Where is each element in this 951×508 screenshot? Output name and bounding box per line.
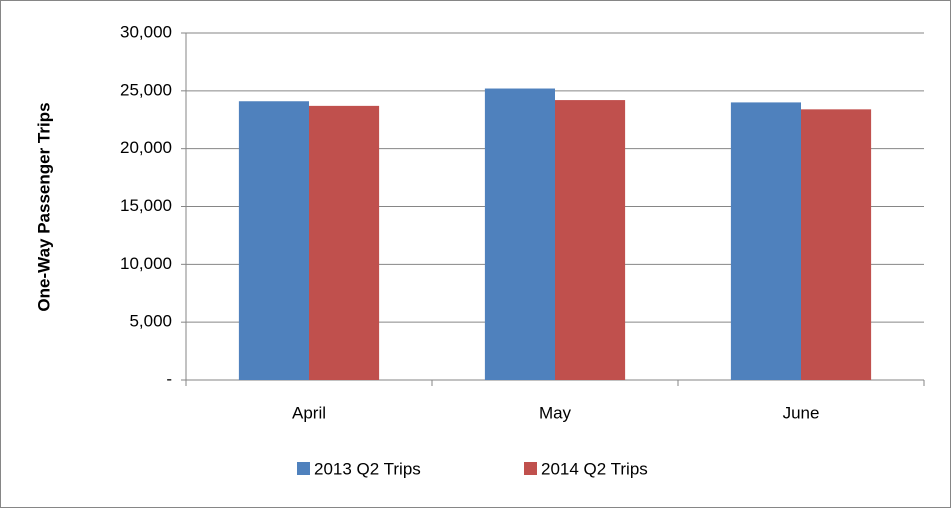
x-tick-label: June [783, 403, 820, 422]
bar [730, 102, 801, 381]
bar [801, 109, 872, 380]
legend-label: 2014 Q2 Trips [541, 459, 648, 478]
y-tick-label: 5,000 [129, 312, 172, 331]
y-tick-label: 30,000 [120, 22, 172, 41]
legend-label: 2013 Q2 Trips [314, 459, 421, 478]
bar [238, 101, 309, 380]
y-tick-label: - [166, 369, 172, 388]
y-axis-title: One-Way Passenger Trips [34, 102, 53, 311]
y-tick-label: 10,000 [120, 254, 172, 273]
legend-swatch [297, 462, 310, 475]
y-tick-label: 15,000 [120, 196, 172, 215]
y-tick-label: 25,000 [120, 80, 172, 99]
x-tick-label: April [292, 403, 326, 422]
bar [484, 88, 555, 381]
y-tick-label: 20,000 [120, 138, 172, 157]
legend-swatch [524, 462, 537, 475]
bar [555, 100, 626, 380]
x-tick-label: May [539, 403, 572, 422]
bar [309, 105, 380, 381]
